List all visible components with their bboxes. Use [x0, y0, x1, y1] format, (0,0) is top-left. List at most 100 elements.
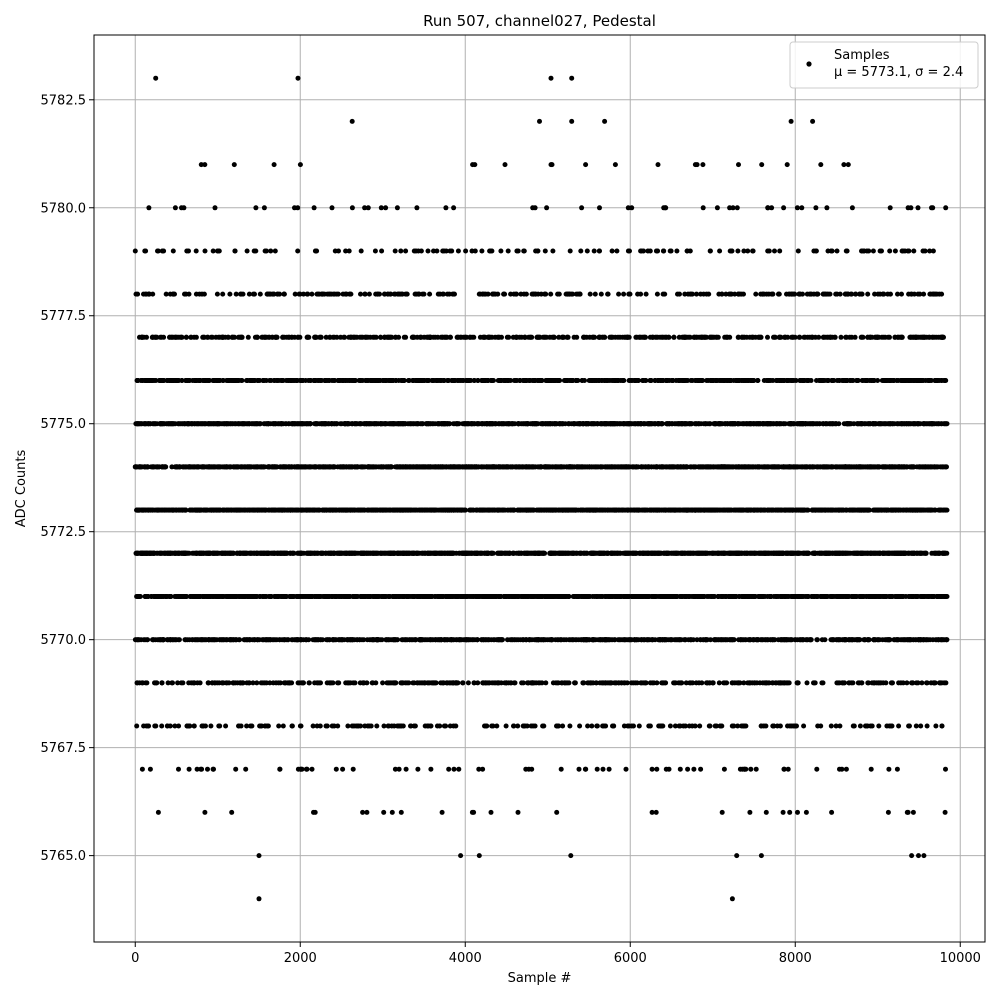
- data-point: [850, 594, 856, 599]
- data-point: [230, 680, 236, 686]
- data-point: [781, 550, 786, 556]
- data-point: [703, 637, 709, 643]
- data-point: [351, 723, 357, 729]
- data-point: [629, 594, 635, 599]
- data-point: [135, 550, 141, 556]
- data-point: [374, 637, 380, 643]
- data-point: [919, 680, 925, 686]
- data-point: [763, 680, 769, 686]
- data-point: [312, 680, 318, 686]
- data-point: [721, 766, 727, 772]
- data-point: [820, 680, 826, 686]
- data-point: [147, 766, 153, 772]
- data-point: [872, 594, 878, 599]
- data-point: [640, 594, 645, 599]
- data-point: [295, 550, 301, 556]
- data-point: [223, 680, 229, 686]
- data-point: [497, 594, 503, 599]
- data-point: [819, 637, 825, 643]
- data-point: [585, 723, 591, 729]
- data-point: [352, 680, 358, 686]
- data-point: [616, 637, 622, 643]
- data-point: [722, 550, 727, 556]
- data-point: [785, 723, 790, 729]
- data-point: [358, 550, 364, 556]
- data-point: [228, 550, 234, 556]
- data-point: [553, 637, 558, 643]
- data-point: [815, 594, 821, 599]
- data-point: [143, 594, 149, 599]
- data-point: [605, 550, 611, 556]
- data-point: [839, 766, 845, 772]
- data-point: [186, 766, 192, 772]
- data-point: [572, 594, 578, 599]
- data-point: [385, 594, 391, 599]
- data-point: [175, 594, 181, 599]
- data-point: [411, 680, 417, 686]
- data-point: [835, 550, 841, 556]
- data-point: [612, 594, 618, 599]
- data-point: [663, 766, 669, 772]
- data-point: [543, 680, 549, 686]
- data-point: [648, 550, 654, 556]
- data-point: [413, 637, 419, 643]
- data-point: [392, 680, 398, 686]
- data-point: [458, 853, 464, 859]
- data-point: [864, 550, 870, 556]
- data-point: [791, 594, 796, 599]
- data-point: [636, 723, 642, 729]
- data-point: [244, 723, 250, 729]
- data-point: [780, 809, 786, 815]
- data-point: [233, 766, 239, 772]
- data-point: [771, 550, 777, 556]
- data-point: [385, 550, 391, 556]
- data-point: [176, 723, 182, 729]
- data-point: [205, 550, 211, 556]
- data-point: [576, 766, 582, 772]
- data-point: [930, 637, 936, 643]
- data-point: [335, 723, 341, 729]
- data-point: [878, 680, 884, 686]
- data-point: [600, 766, 606, 772]
- data-point: [762, 637, 768, 643]
- data-point: [364, 637, 370, 643]
- data-point: [459, 594, 465, 599]
- data-point: [503, 723, 509, 729]
- data-point: [419, 637, 425, 643]
- data-point: [544, 637, 550, 643]
- data-point: [617, 594, 623, 599]
- data-point: [156, 637, 162, 643]
- data-point: [581, 594, 587, 599]
- data-point: [462, 637, 468, 643]
- data-point: [373, 680, 379, 686]
- data-point: [572, 680, 578, 686]
- data-point: [692, 723, 698, 729]
- data-point: [777, 723, 783, 729]
- data-point: [639, 680, 645, 686]
- data-point: [262, 723, 268, 729]
- data-point: [182, 637, 188, 643]
- data-point: [733, 550, 739, 556]
- data-point: [681, 637, 687, 643]
- data-point: [144, 680, 150, 686]
- data-point: [600, 637, 605, 643]
- data-point: [760, 594, 766, 599]
- data-point: [552, 550, 558, 556]
- data-point: [940, 594, 946, 599]
- data-point: [886, 723, 892, 729]
- data-point: [763, 809, 769, 815]
- data-point: [840, 594, 846, 599]
- data-point: [815, 723, 821, 729]
- data-point: [451, 766, 457, 772]
- data-point: [833, 723, 839, 729]
- data-point: [529, 766, 535, 772]
- data-point: [760, 680, 766, 686]
- data-point: [851, 723, 857, 729]
- data-point: [547, 594, 553, 599]
- data-point: [191, 723, 197, 729]
- data-point: [723, 637, 729, 643]
- data-point: [857, 723, 863, 729]
- data-point: [327, 680, 333, 686]
- data-point: [192, 637, 198, 643]
